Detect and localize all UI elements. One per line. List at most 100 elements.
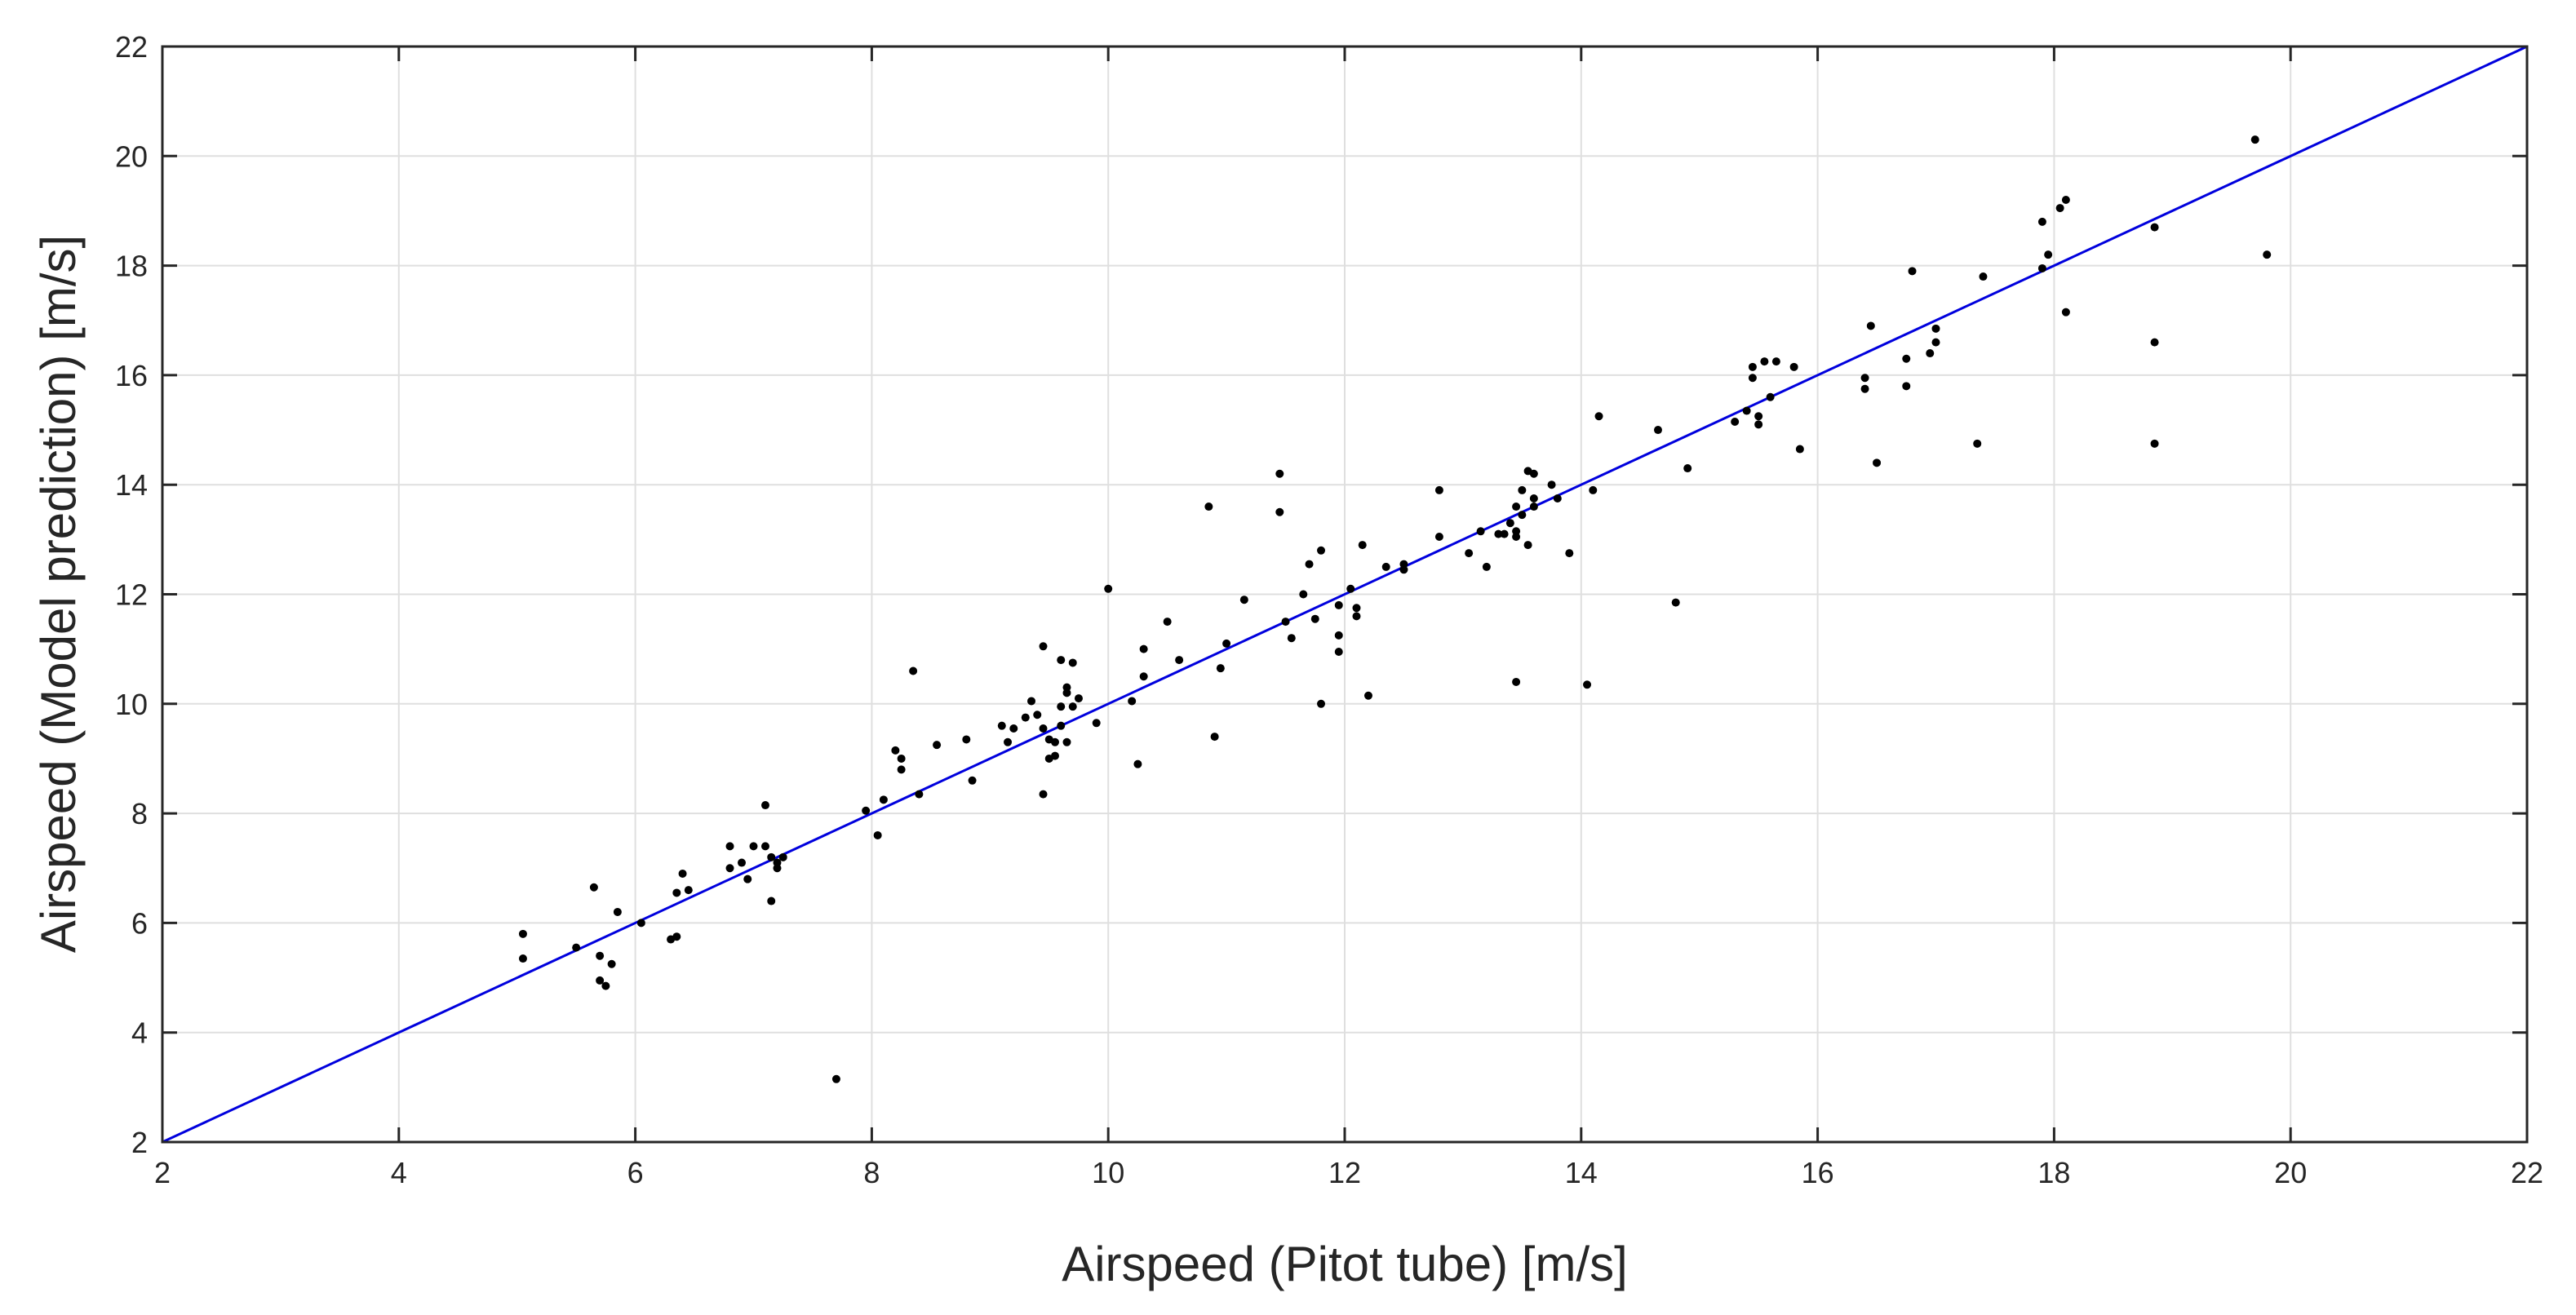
data-point: [1204, 503, 1213, 511]
data-point: [897, 765, 906, 774]
data-point: [1399, 565, 1408, 574]
data-point: [1299, 590, 1308, 599]
data-point: [518, 929, 527, 938]
data-point: [2150, 338, 2159, 347]
data-point: [897, 754, 906, 763]
data-point: [1512, 532, 1521, 541]
data-point: [596, 976, 605, 985]
data-point: [596, 951, 605, 960]
y-tick-label: 6: [131, 906, 148, 940]
data-point: [1062, 683, 1071, 692]
data-point: [1583, 680, 1592, 689]
data-point: [1133, 759, 1142, 768]
data-point: [672, 932, 681, 941]
data-point: [2055, 204, 2064, 213]
data-point: [1529, 494, 1538, 503]
x-tick-label: 22: [2511, 1156, 2543, 1189]
y-tick-label: 10: [115, 688, 148, 721]
data-point: [613, 907, 622, 916]
data-point: [891, 746, 900, 755]
data-point: [1973, 439, 1982, 448]
data-point: [725, 864, 734, 873]
data-point: [1434, 485, 1443, 494]
data-point: [636, 919, 645, 928]
x-tick-label: 6: [627, 1156, 644, 1189]
data-point: [1163, 618, 1172, 627]
data-point: [1352, 612, 1361, 621]
data-point: [831, 1074, 840, 1083]
data-point: [1057, 656, 1066, 665]
data-point: [1465, 549, 1474, 558]
data-point: [1434, 532, 1443, 541]
y-tick-label: 18: [115, 250, 148, 283]
data-point: [1039, 724, 1048, 733]
data-points: [518, 135, 2272, 1083]
data-point: [1210, 733, 1219, 742]
data-point: [518, 954, 527, 963]
x-tick-label: 2: [154, 1156, 171, 1189]
data-point: [968, 776, 977, 785]
data-point: [1068, 702, 1077, 711]
data-point: [2037, 217, 2046, 226]
y-tick-label: 2: [131, 1126, 148, 1159]
data-point: [1748, 374, 1757, 383]
data-point: [1305, 560, 1314, 569]
x-tick-label: 10: [1092, 1156, 1124, 1189]
data-point: [1594, 412, 1603, 421]
reference-line: [162, 45, 2528, 1144]
data-point: [962, 735, 971, 744]
data-point: [1795, 445, 1804, 454]
data-point: [2044, 250, 2053, 259]
data-point: [678, 869, 687, 878]
data-point: [1671, 598, 1680, 607]
data-point: [1476, 527, 1485, 536]
x-tick-label: 14: [1565, 1156, 1598, 1189]
data-point: [2061, 308, 2070, 317]
data-point: [1748, 362, 1757, 371]
x-tick-label: 20: [2274, 1156, 2307, 1189]
data-point: [1004, 737, 1013, 746]
x-tick-label: 16: [1802, 1156, 1834, 1189]
y-axis-title: Airspeed (Model prediction) [m/s]: [31, 235, 86, 953]
data-point: [1352, 604, 1361, 613]
data-point: [1139, 672, 1148, 681]
data-point: [1512, 677, 1521, 686]
data-point: [1482, 562, 1491, 571]
data-point: [2150, 223, 2159, 232]
data-point: [1062, 737, 1071, 746]
data-point: [1500, 529, 1509, 538]
data-point: [1009, 724, 1018, 733]
data-point: [1027, 697, 1036, 706]
data-point: [1346, 584, 1355, 593]
data-point: [767, 852, 776, 861]
data-point: [909, 666, 918, 675]
data-point: [1902, 382, 1911, 391]
data-point: [1512, 503, 1521, 511]
y-tick-label: 14: [115, 468, 148, 502]
data-point: [2263, 250, 2272, 259]
data-point: [743, 874, 752, 883]
data-point: [1518, 485, 1527, 494]
x-tick-label: 4: [391, 1156, 407, 1189]
data-point: [1363, 691, 1372, 700]
data-point: [1216, 664, 1225, 673]
data-point: [738, 858, 747, 867]
data-point: [589, 883, 598, 892]
data-point: [1334, 648, 1343, 657]
data-point: [1931, 324, 1940, 333]
data-point: [1866, 321, 1875, 330]
data-point: [1766, 392, 1775, 401]
data-point: [1873, 458, 1882, 467]
data-point: [760, 801, 769, 810]
data-point: [1128, 697, 1137, 706]
data-point: [1754, 420, 1763, 429]
data-point: [2061, 196, 2070, 205]
data-point: [1902, 354, 1911, 363]
data-point: [1381, 562, 1390, 571]
x-tick-label: 18: [2037, 1156, 2070, 1189]
y-tick-label: 8: [131, 797, 148, 830]
data-point: [1281, 618, 1290, 627]
data-point: [1518, 511, 1527, 520]
data-point: [1979, 272, 1988, 281]
y-tick-label: 12: [115, 578, 148, 612]
